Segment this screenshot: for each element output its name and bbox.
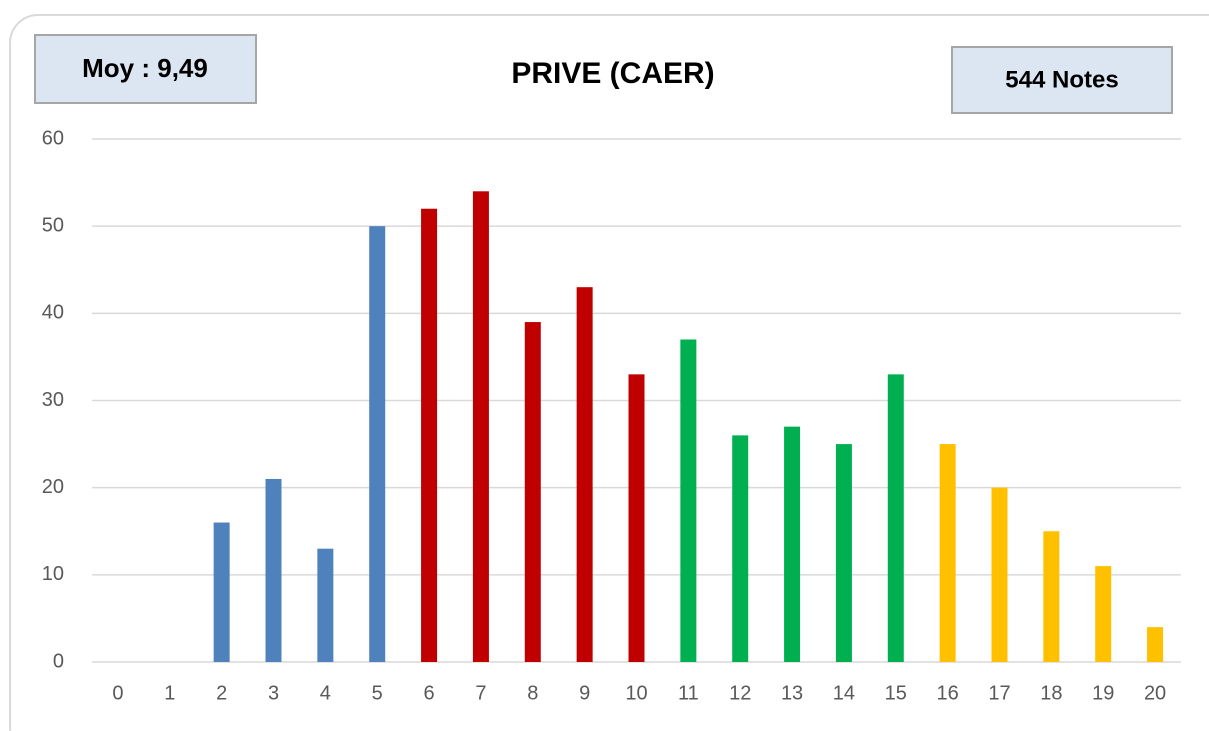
x-tick-label: 20 bbox=[1144, 682, 1166, 704]
y-tick-label: 40 bbox=[42, 302, 64, 324]
bar bbox=[1043, 531, 1060, 662]
x-tick-label: 15 bbox=[885, 682, 907, 704]
mean-label: Moy : 9,49 bbox=[82, 53, 208, 83]
x-tick-label: 1 bbox=[164, 682, 175, 704]
y-tick-label: 50 bbox=[42, 214, 64, 236]
bar bbox=[1147, 627, 1164, 662]
bar bbox=[1095, 566, 1112, 662]
x-tick-label: 3 bbox=[268, 682, 279, 704]
bar bbox=[213, 522, 230, 662]
bar bbox=[265, 478, 282, 662]
chart-title: PRIVE (CAER) bbox=[511, 57, 714, 90]
y-tick-label: 30 bbox=[42, 389, 64, 411]
x-tick-label: 0 bbox=[112, 682, 123, 704]
bar bbox=[472, 191, 489, 663]
x-tick-label: 18 bbox=[1040, 682, 1062, 704]
mean-box bbox=[34, 34, 257, 104]
bar bbox=[680, 339, 697, 662]
x-tick-label: 9 bbox=[579, 682, 590, 704]
x-tick-label: 16 bbox=[937, 682, 959, 704]
bar bbox=[835, 444, 852, 662]
count-box bbox=[951, 46, 1173, 114]
count-label: 544 Notes bbox=[1005, 66, 1118, 93]
bar bbox=[939, 444, 956, 662]
x-tick-label: 5 bbox=[372, 682, 383, 704]
bar bbox=[732, 435, 749, 662]
bar bbox=[421, 208, 438, 662]
x-tick-label: 14 bbox=[833, 682, 855, 704]
bar bbox=[784, 426, 801, 662]
bar bbox=[369, 226, 386, 662]
x-tick-label: 11 bbox=[678, 682, 699, 704]
bar bbox=[628, 374, 645, 662]
bar bbox=[524, 322, 541, 662]
x-tick-label: 10 bbox=[625, 682, 647, 704]
x-tick-label: 17 bbox=[988, 682, 1010, 704]
bar bbox=[576, 287, 593, 662]
x-tick-label: 8 bbox=[527, 682, 538, 704]
y-tick-label: 10 bbox=[42, 563, 64, 585]
bar bbox=[887, 374, 904, 662]
x-tick-label: 2 bbox=[216, 682, 227, 704]
y-tick-label: 60 bbox=[42, 127, 64, 149]
x-tick-label: 4 bbox=[320, 682, 331, 704]
x-tick-label: 13 bbox=[781, 682, 803, 704]
x-tick-label: 12 bbox=[729, 682, 751, 704]
x-tick-label: 19 bbox=[1092, 682, 1114, 704]
x-tick-label: 7 bbox=[475, 682, 486, 704]
x-tick-label: 6 bbox=[424, 682, 435, 704]
bar bbox=[317, 548, 334, 662]
y-tick-label: 0 bbox=[53, 650, 64, 672]
chart-border bbox=[9, 14, 1209, 731]
y-tick-label: 20 bbox=[42, 476, 64, 498]
bar bbox=[991, 487, 1008, 662]
